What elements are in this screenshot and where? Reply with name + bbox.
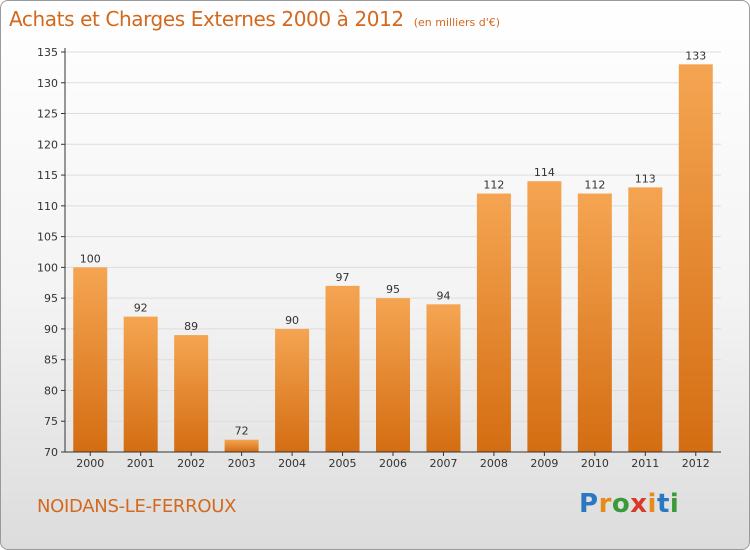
- data-label-2002: 89: [184, 320, 198, 333]
- bar-2012: [678, 64, 713, 453]
- logo-letter: r: [598, 489, 612, 519]
- y-tick-label: 125: [37, 108, 58, 121]
- x-tick-label: 2009: [530, 457, 558, 470]
- logo-letter: o: [611, 489, 631, 519]
- data-label-2010: 112: [584, 179, 605, 192]
- data-label-2004: 90: [285, 314, 299, 327]
- y-tick-label: 105: [37, 231, 58, 244]
- bar-2008: [476, 193, 511, 453]
- bar-2004: [275, 328, 310, 452]
- chart-title-main: Achats et Charges Externes 2000 à 2012: [9, 7, 404, 31]
- x-tick-label: 2011: [631, 457, 659, 470]
- data-label-2006: 95: [386, 283, 400, 296]
- bar-2007: [426, 304, 461, 452]
- proxiti-logo[interactable]: Proxiti: [579, 489, 679, 519]
- data-label-2008: 112: [483, 179, 504, 192]
- data-label-2012: 133: [685, 49, 706, 62]
- bar-2005: [325, 285, 360, 452]
- x-tick-label: 2006: [379, 457, 407, 470]
- x-tick-label: 2008: [480, 457, 508, 470]
- data-label-2001: 92: [134, 302, 148, 315]
- x-tick-label: 2007: [429, 457, 457, 470]
- bar-2006: [376, 298, 410, 452]
- y-tick-label: 80: [44, 384, 58, 397]
- bar-2009: [527, 181, 562, 452]
- data-label-2003: 72: [235, 425, 249, 438]
- y-tick-label: 95: [44, 292, 58, 305]
- logo-letter: P: [579, 489, 599, 519]
- data-label-2000: 100: [80, 252, 101, 265]
- x-tick-label: 2005: [329, 457, 357, 470]
- x-tick-label: 2000: [76, 457, 104, 470]
- x-tick-label: 2001: [127, 457, 155, 470]
- y-tick-label: 85: [44, 354, 58, 367]
- y-tick-label: 100: [37, 261, 58, 274]
- x-tick-label: 2012: [682, 457, 710, 470]
- y-tick-label: 115: [37, 169, 58, 182]
- chart-title: Achats et Charges Externes 2000 à 2012 (e…: [9, 7, 500, 31]
- bar-2011: [628, 187, 663, 452]
- y-tick-label: 70: [44, 446, 58, 459]
- data-label-2007: 94: [436, 289, 450, 302]
- y-tick-label: 130: [37, 77, 58, 90]
- data-label-2011: 113: [635, 172, 656, 185]
- y-tick-label: 75: [44, 415, 58, 428]
- data-labels: 100 92 89 72 90 97 95 94 112 114 112 113 133: [80, 49, 707, 437]
- y-tick-label: 135: [37, 46, 58, 59]
- data-label-2005: 97: [336, 271, 350, 284]
- data-label-2009: 114: [534, 166, 555, 179]
- x-tick-label: 2004: [278, 457, 306, 470]
- logo-letter: i: [647, 489, 657, 519]
- y-tick-label: 110: [37, 200, 58, 213]
- axes: 70 75 80 85 90 95 100 105 110 115 120 125 130 135 2000…: [37, 46, 721, 470]
- bar-2010: [577, 193, 612, 453]
- x-tick-label: 2002: [177, 457, 205, 470]
- commune-name: NOIDANS-LE-FERROUX: [37, 496, 237, 517]
- y-tick-label: 90: [44, 323, 58, 336]
- logo-letter: i: [669, 489, 680, 519]
- y-tick-label: 120: [37, 138, 58, 151]
- bars: [73, 64, 713, 453]
- chart-subtitle: (en milliers d'€): [413, 16, 501, 29]
- bar-2003: [224, 439, 259, 452]
- logo-letter: t: [656, 489, 670, 519]
- bar-2000: [73, 267, 108, 452]
- logo-letter: x: [630, 489, 648, 519]
- x-tick-label: 2003: [228, 457, 256, 470]
- x-tick-label: 2010: [581, 457, 609, 470]
- bar-2002: [174, 335, 209, 452]
- bar-2001: [123, 316, 158, 452]
